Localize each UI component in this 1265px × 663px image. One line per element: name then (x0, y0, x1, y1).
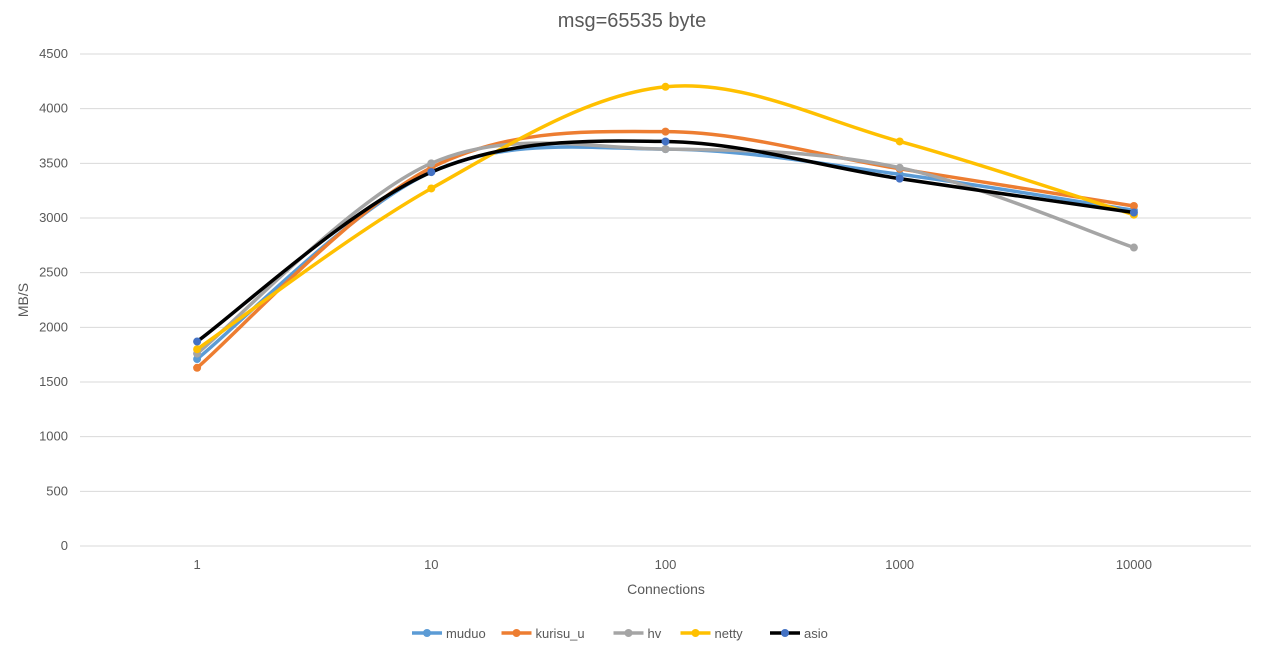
data-point-hv-1000 (895, 163, 904, 172)
y-tick-label: 2500 (39, 265, 68, 280)
series-muduo (193, 145, 1138, 364)
legend-swatch-marker (512, 629, 521, 637)
y-tick-label: 3500 (39, 155, 68, 170)
legend-label: hv (648, 626, 662, 641)
data-point-muduo-1 (193, 355, 202, 364)
y-axis-label: MB/S (15, 283, 31, 317)
x-tick-label: 1 (193, 557, 200, 572)
y-tick-label: 500 (46, 483, 68, 498)
data-point-asio-1 (193, 337, 202, 346)
legend-label: netty (715, 626, 744, 641)
chart-title: msg=65535 byte (558, 10, 706, 32)
legend-swatch-marker (781, 629, 789, 637)
y-tick-label: 0 (61, 538, 68, 553)
legend: muduo kurisu_u hv netty asio (412, 626, 828, 641)
y-axis-ticks: 0 500 1000 1500 2000 2500 3000 3500 4000 4500 (39, 46, 68, 553)
legend-item-netty: netty (680, 626, 744, 641)
data-point-hv-100 (661, 145, 670, 154)
data-point-hv-10000 (1129, 243, 1138, 252)
x-axis-ticks: 1 10 100 1000 10000 (193, 557, 1151, 572)
legend-item-kurisu_u: kurisu_u (501, 626, 585, 641)
legend-item-hv: hv (613, 626, 662, 641)
y-tick-label: 4000 (39, 101, 68, 116)
series-asio (193, 137, 1138, 346)
x-tick-label: 10000 (1116, 557, 1152, 572)
legend-swatch-marker (691, 629, 700, 637)
y-tick-label: 4500 (39, 46, 68, 61)
legend-item-muduo: muduo (412, 626, 486, 641)
data-point-asio-100 (661, 137, 670, 146)
x-tick-label: 100 (655, 557, 677, 572)
legend-swatch-marker (624, 629, 633, 637)
data-point-asio-10000 (1129, 208, 1138, 217)
gridlines (80, 53, 1251, 547)
y-tick-label: 1500 (39, 374, 68, 389)
legend-label: kurisu_u (536, 626, 585, 641)
x-axis-label: Connections (627, 581, 705, 597)
y-tick-label: 3000 (39, 210, 68, 225)
series-group (193, 82, 1138, 372)
data-point-kurisu_u-10000 (1129, 201, 1138, 210)
x-tick-label: 1000 (885, 557, 914, 572)
data-point-kurisu_u-1 (193, 363, 202, 372)
data-point-kurisu_u-100 (661, 127, 670, 136)
data-point-netty-1000 (895, 137, 904, 146)
y-tick-label: 2000 (39, 319, 68, 334)
x-tick-label: 10 (424, 557, 438, 572)
legend-swatch-marker (423, 629, 431, 637)
data-point-netty-10 (427, 184, 436, 193)
legend-label: muduo (446, 626, 486, 641)
data-point-netty-100 (661, 82, 670, 91)
data-point-asio-1000 (895, 174, 904, 183)
legend-item-asio: asio (770, 626, 828, 641)
legend-label: asio (804, 626, 828, 641)
data-point-asio-10 (427, 168, 436, 177)
y-tick-label: 1000 (39, 429, 68, 444)
data-point-hv-10 (427, 159, 436, 168)
data-point-netty-1 (193, 345, 202, 354)
